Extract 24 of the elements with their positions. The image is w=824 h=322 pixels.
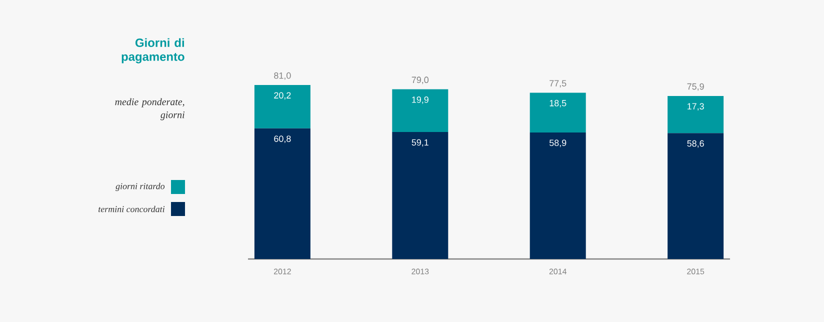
total-label: 75,9 (687, 83, 704, 91)
data-label: 58,9 (550, 140, 566, 148)
data-label: 59,1 (412, 139, 428, 147)
bar (392, 132, 448, 259)
bar (254, 84, 310, 128)
bar (530, 92, 586, 132)
bar (392, 89, 448, 132)
data-label: 18,5 (550, 100, 566, 108)
data-label: 58,6 (687, 140, 704, 148)
legend-label: giorni ritardo (116, 182, 165, 192)
total-label: 77,5 (550, 80, 566, 88)
text: medie ponderate, giorni (115, 98, 185, 120)
total-label: 81,0 (274, 72, 291, 80)
data-label: 17,3 (688, 103, 704, 111)
bar (530, 132, 586, 259)
bar (668, 133, 724, 259)
total-label: 79,0 (412, 76, 429, 84)
data-label: 19,9 (412, 96, 428, 104)
bar (668, 96, 724, 134)
bar (254, 128, 310, 259)
chart-title: Giorni di pagamento (122, 38, 184, 64)
data-label: 20,2 (274, 92, 291, 100)
data-label: 60,8 (274, 136, 291, 143)
legend-label: termini concordati (98, 206, 165, 212)
